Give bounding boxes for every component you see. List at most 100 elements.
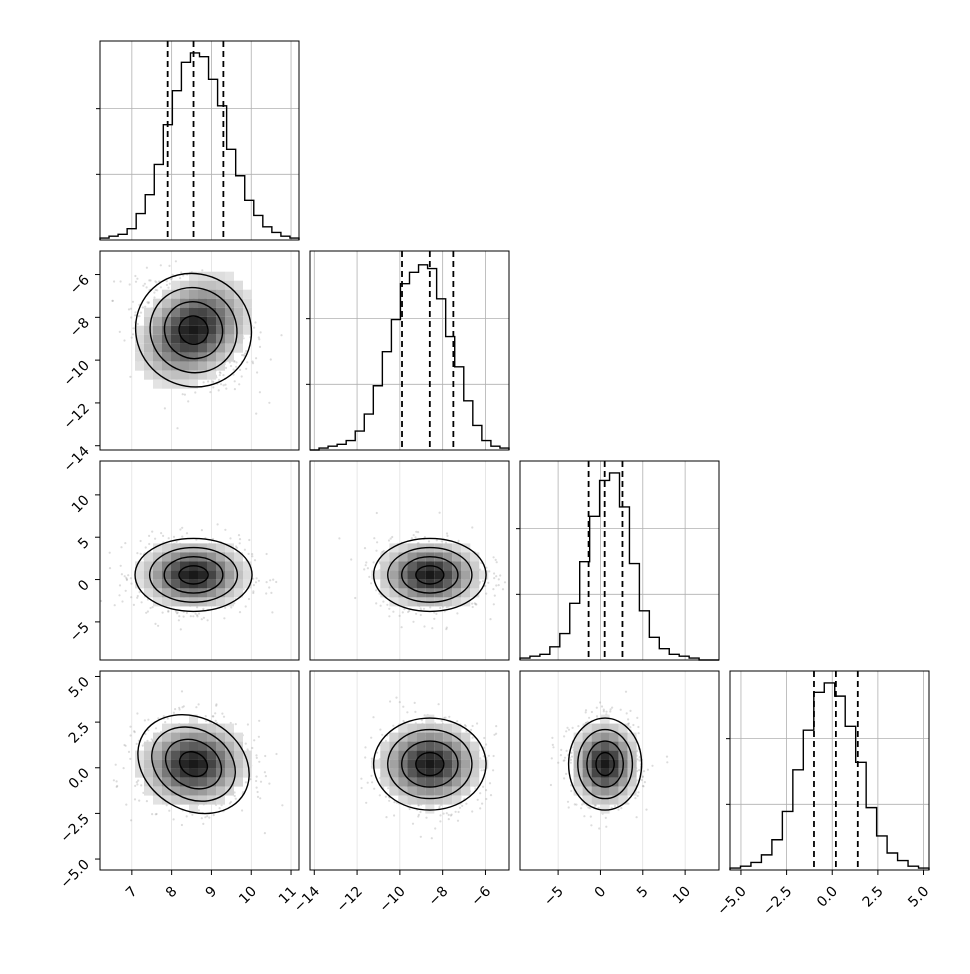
- density-cell: [216, 561, 225, 570]
- sample-point: [439, 820, 441, 822]
- sample-point: [137, 323, 139, 325]
- sample-point: [244, 352, 246, 354]
- density-cell: [452, 570, 461, 579]
- density-cell: [207, 371, 216, 380]
- density-cell: [371, 760, 380, 769]
- sample-point: [219, 372, 221, 374]
- sample-point: [160, 286, 162, 288]
- sample-point: [417, 531, 419, 533]
- sample-point: [474, 602, 476, 604]
- sample-point: [186, 532, 188, 534]
- sample-point: [423, 625, 425, 627]
- sample-point: [255, 357, 257, 359]
- density-cell: [180, 308, 189, 317]
- sample-point: [154, 538, 156, 540]
- density-cell: [162, 326, 171, 335]
- sample-point: [268, 783, 270, 785]
- sample-point: [364, 756, 366, 758]
- sample-point: [198, 613, 200, 615]
- sample-point: [220, 383, 222, 385]
- sample-point: [391, 536, 393, 538]
- sample-point: [238, 383, 240, 385]
- sample-point: [191, 814, 193, 816]
- sample-point: [187, 400, 189, 402]
- sample-point: [236, 547, 238, 549]
- sample-point: [256, 787, 258, 789]
- sample-point: [253, 327, 255, 329]
- sample-point: [420, 607, 422, 609]
- sample-point: [234, 380, 236, 382]
- sample-point: [446, 535, 448, 537]
- sample-point: [361, 787, 363, 789]
- density-cell: [243, 769, 252, 778]
- sample-point: [493, 572, 495, 574]
- sample-point: [138, 315, 140, 317]
- sample-point: [393, 814, 395, 816]
- sample-point: [162, 612, 164, 614]
- sample-point: [388, 608, 390, 610]
- density-cell: [144, 742, 153, 751]
- sample-point: [275, 581, 277, 583]
- sample-point: [136, 743, 138, 745]
- sample-point: [121, 573, 123, 575]
- sample-point: [258, 338, 260, 340]
- sample-point: [154, 623, 156, 625]
- sample-point: [181, 824, 183, 826]
- sample-point: [434, 827, 436, 829]
- sample-point: [364, 746, 366, 748]
- sample-point: [456, 612, 458, 614]
- sample-point: [169, 283, 171, 285]
- sample-point: [496, 561, 498, 563]
- sample-point: [392, 611, 394, 613]
- sample-point: [207, 380, 209, 382]
- sample-point: [389, 700, 391, 702]
- sample-point: [399, 615, 401, 617]
- sample-point: [388, 800, 390, 802]
- sample-point: [401, 626, 403, 628]
- sample-point: [482, 786, 484, 788]
- sample-point: [223, 384, 225, 386]
- sample-point: [168, 537, 170, 539]
- sample-point: [235, 366, 237, 368]
- sample-point: [431, 837, 433, 839]
- density-cell: [389, 760, 398, 769]
- sample-point: [136, 781, 138, 783]
- sample-point: [493, 577, 495, 579]
- sample-point: [338, 537, 340, 539]
- sample-point: [181, 527, 183, 529]
- sample-point: [433, 618, 435, 620]
- sample-point: [132, 333, 134, 335]
- sample-point: [485, 743, 487, 745]
- sample-point: [439, 607, 441, 609]
- sample-point: [235, 361, 237, 363]
- sample-point: [176, 427, 178, 429]
- sample-point: [153, 296, 155, 298]
- density-cell: [198, 733, 207, 742]
- density-cell: [162, 543, 171, 552]
- sample-point: [201, 817, 203, 819]
- density-cell: [243, 570, 252, 579]
- sample-point: [148, 301, 150, 303]
- sample-point: [245, 743, 247, 745]
- sample-point: [144, 719, 146, 721]
- density-cell: [135, 751, 144, 760]
- sample-point: [134, 314, 136, 316]
- sample-point: [270, 592, 272, 594]
- sample-point: [245, 605, 247, 607]
- sample-point: [379, 794, 381, 796]
- sample-point: [136, 712, 138, 714]
- sample-point: [138, 800, 140, 802]
- sample-point: [256, 776, 258, 778]
- sample-point: [167, 287, 169, 289]
- sample-point: [212, 381, 214, 383]
- sample-point: [492, 769, 494, 771]
- sample-point: [125, 804, 127, 806]
- density-cell: [171, 751, 180, 760]
- density-cell: [180, 570, 189, 579]
- sample-point: [485, 789, 487, 791]
- sample-point: [373, 788, 375, 790]
- density-cell: [225, 769, 234, 778]
- sample-point: [130, 734, 132, 736]
- sample-point: [120, 565, 122, 567]
